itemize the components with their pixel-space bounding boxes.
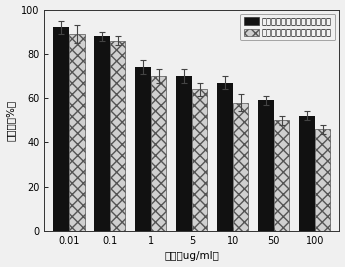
X-axis label: 浓度（ug/ml）: 浓度（ug/ml）: [165, 252, 219, 261]
Legend: 戊二醛为交联剂的白蛋白纳米粒, 微流控芯片制备的白蛋白纳米粒: 戊二醛为交联剂的白蛋白纳米粒, 微流控芯片制备的白蛋白纳米粒: [240, 14, 335, 41]
Bar: [192, 89, 207, 231]
Bar: [151, 76, 167, 231]
Bar: [69, 34, 85, 231]
Bar: [299, 116, 315, 231]
Bar: [217, 83, 233, 231]
Bar: [274, 120, 289, 231]
Bar: [94, 36, 110, 231]
Bar: [315, 129, 331, 231]
Bar: [135, 67, 151, 231]
Bar: [176, 76, 192, 231]
Y-axis label: 存活率（%）: 存活率（%）: [6, 100, 16, 141]
Bar: [53, 27, 69, 231]
Bar: [233, 103, 248, 231]
Bar: [110, 41, 126, 231]
Bar: [258, 100, 274, 231]
